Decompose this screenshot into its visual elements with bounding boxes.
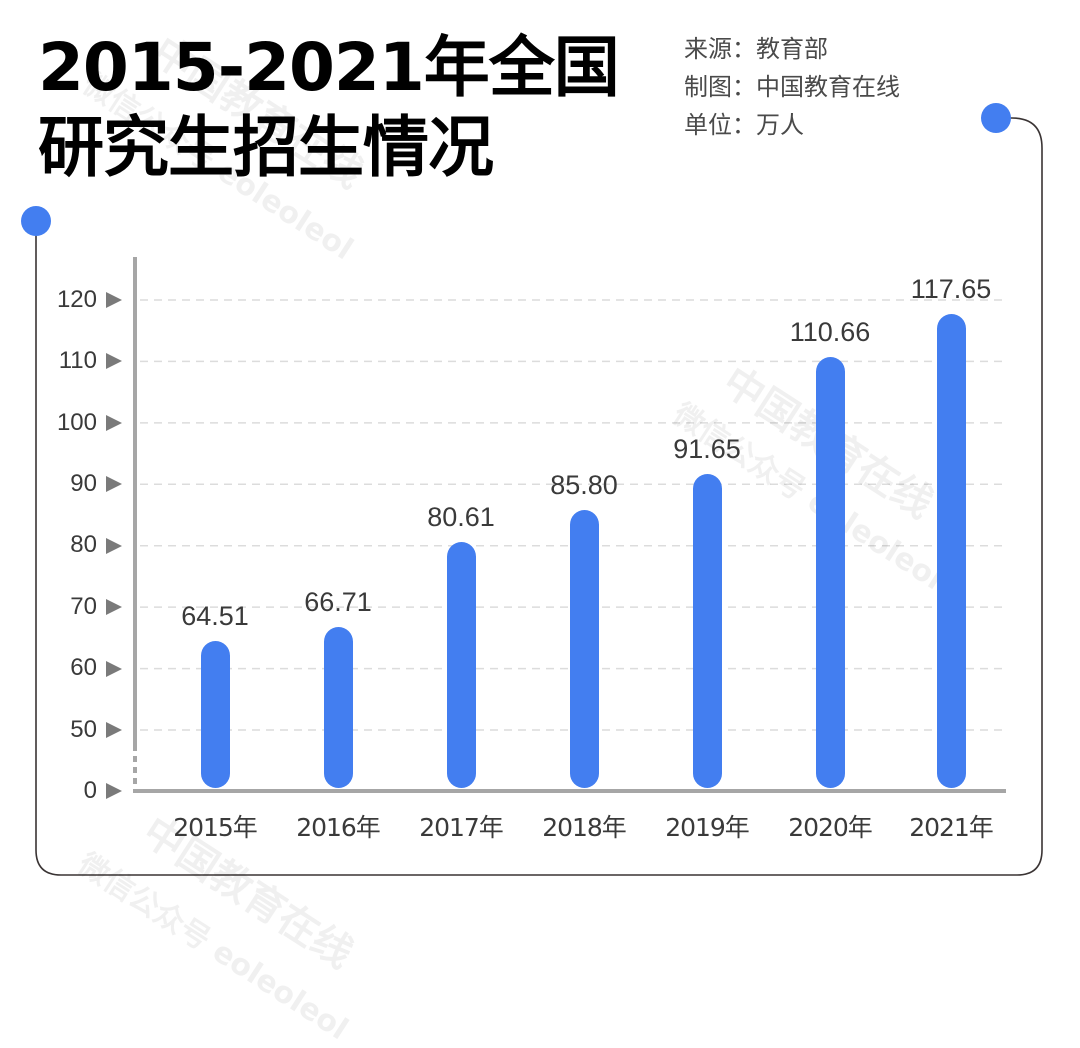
- maker-text: 制图：中国教育在线: [684, 73, 900, 101]
- bar: [815, 357, 845, 788]
- bar: [692, 474, 722, 788]
- y-tick-label: 60: [70, 654, 97, 681]
- y-tick-label: 70: [70, 593, 97, 620]
- triangle-marker-icon: [106, 476, 122, 493]
- y-tick-label: 100: [56, 409, 97, 436]
- y-tick-label: 80: [70, 531, 97, 558]
- value-label: 64.51: [181, 600, 249, 631]
- bar: [323, 627, 353, 788]
- x-tick-label: 2021年: [909, 813, 994, 842]
- bar: [936, 314, 966, 788]
- value-label: 91.65: [673, 434, 741, 465]
- triangle-marker-icon: [106, 660, 122, 677]
- value-label: 80.61: [427, 501, 495, 532]
- y-tick-label: 110: [58, 347, 97, 374]
- value-label: 110.66: [789, 317, 871, 348]
- y-tick-label: 90: [70, 470, 97, 497]
- triangle-marker-icon: [106, 414, 122, 431]
- bar: [200, 640, 230, 788]
- title-line-1: 2015-2021年全国: [38, 29, 620, 106]
- x-tick-label: 2017年: [419, 813, 504, 842]
- x-tick-label: 2018年: [542, 813, 627, 842]
- frame-dot-right: [981, 103, 1011, 133]
- y-tick-label: 120: [56, 286, 97, 313]
- value-label: 85.80: [550, 470, 618, 501]
- y-tick-label: 50: [70, 716, 97, 743]
- frame-dot-left: [21, 206, 51, 236]
- gridlines: [140, 299, 1006, 731]
- unit-text: 单位：万人: [684, 111, 804, 139]
- triangle-marker-icon: [106, 783, 122, 799]
- value-label: 66.71: [304, 587, 372, 618]
- x-tick-label: 2015年: [173, 813, 258, 842]
- x-tick-label: 2020年: [788, 813, 873, 842]
- x-tick-label: 2016年: [296, 813, 381, 842]
- chart-meta: 来源：教育部 制图：中国教育在线 单位：万人: [684, 30, 900, 144]
- triangle-marker-icon: [106, 599, 122, 616]
- y-tick-label: 0: [83, 777, 97, 804]
- chart-title: 2015-2021年全国 研究生招生情况: [38, 28, 620, 188]
- triangle-marker-icon: [106, 292, 122, 308]
- bar: [569, 510, 599, 788]
- source-text: 来源：教育部: [684, 35, 828, 63]
- x-tick-label: 2019年: [665, 813, 750, 842]
- triangle-marker-icon: [106, 537, 122, 554]
- value-label: 117.65: [910, 274, 992, 305]
- bar: [446, 541, 476, 788]
- title-line-2: 研究生招生情况: [38, 109, 494, 186]
- triangle-marker-icon: [106, 722, 122, 738]
- triangle-marker-icon: [106, 353, 122, 370]
- chart-frame: [21, 103, 1043, 876]
